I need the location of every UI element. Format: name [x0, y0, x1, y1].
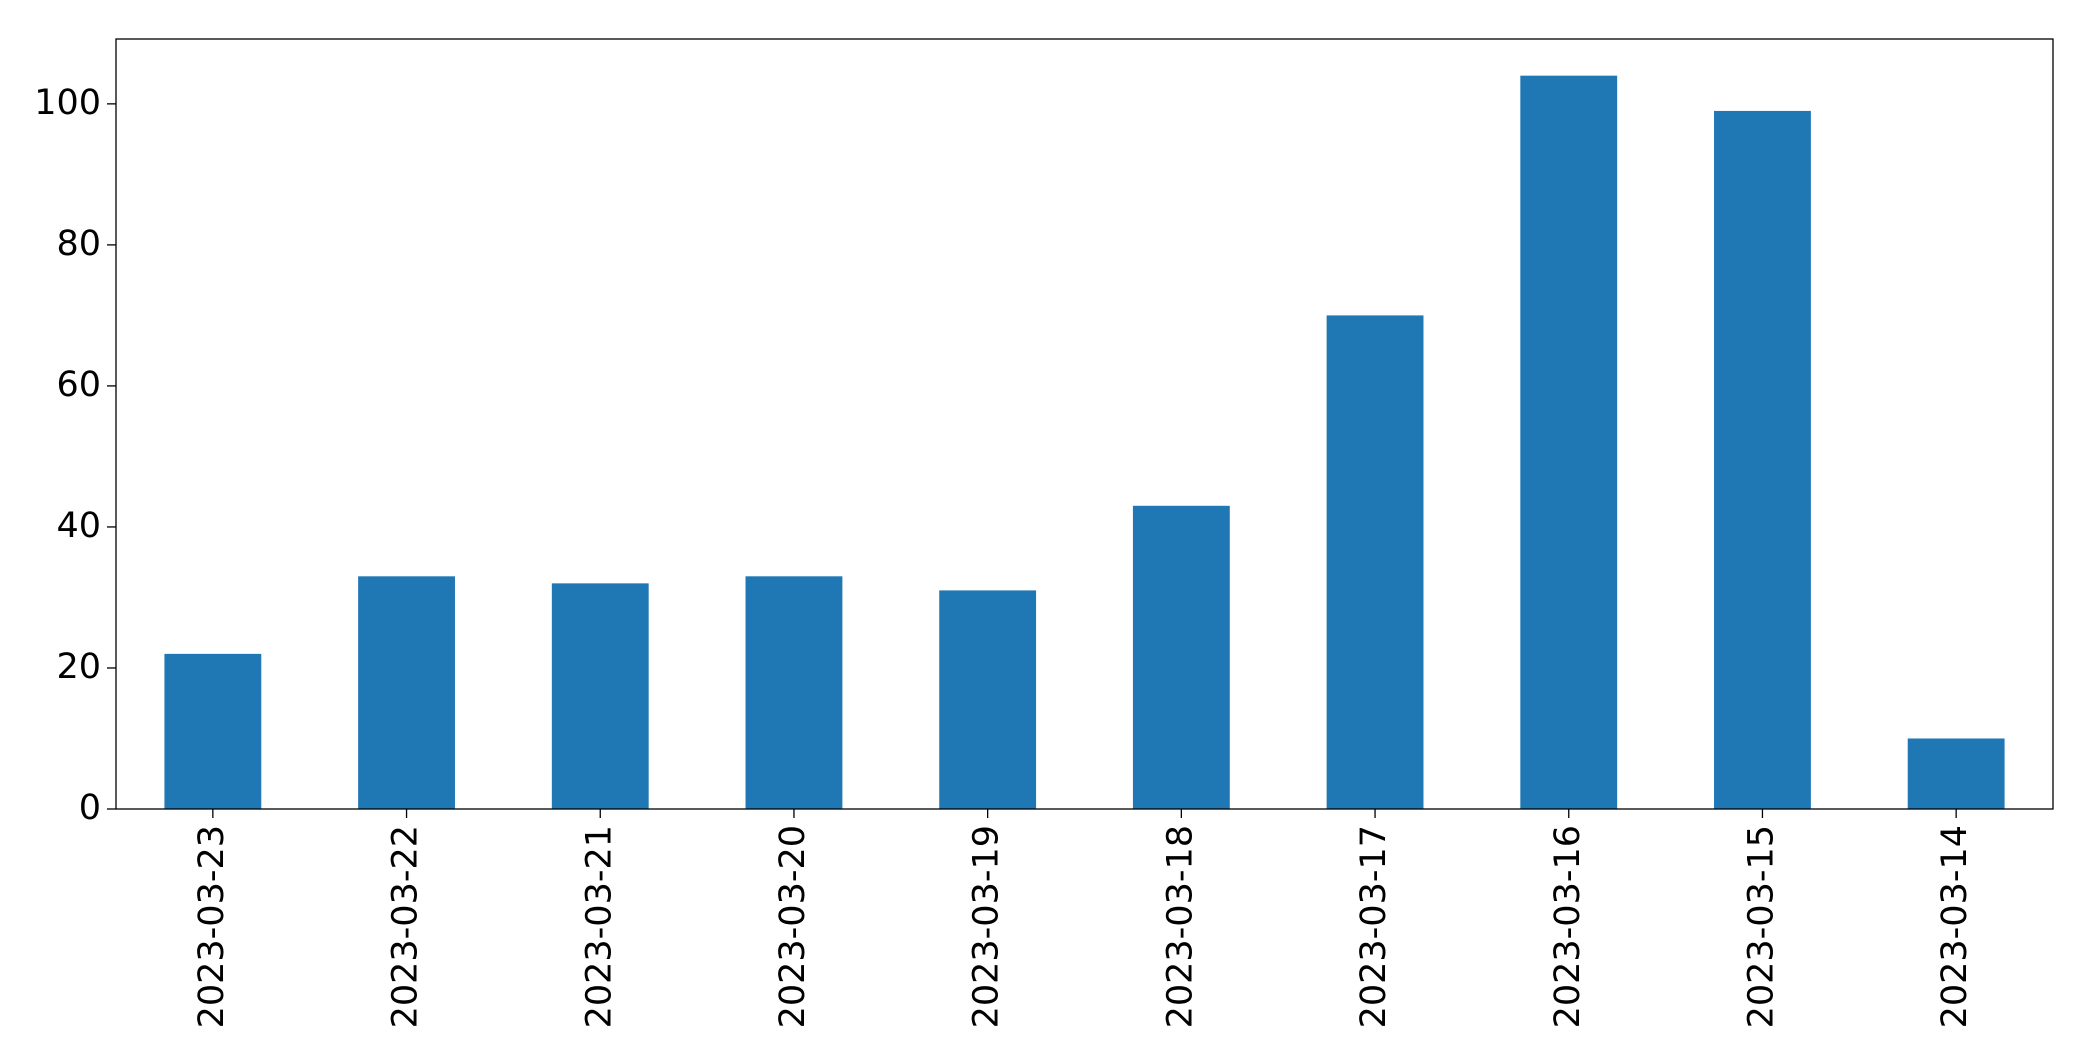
y-tick-label: 20 [56, 647, 101, 687]
x-tick-label: 2023-03-19 [967, 825, 1007, 1028]
bar [164, 653, 262, 809]
bar [939, 590, 1037, 809]
plot-frame [115, 38, 2054, 810]
x-tick-label: 2023-03-18 [1160, 825, 1200, 1028]
x-tick-label: 2023-03-20 [773, 825, 813, 1028]
y-tick-label: 100 [34, 83, 101, 123]
x-tick-label: 2023-03-17 [1354, 825, 1394, 1028]
x-tick-label: 2023-03-15 [1741, 825, 1781, 1028]
y-tick-label: 80 [56, 224, 101, 264]
bar [358, 576, 455, 809]
y-tick-label: 0 [79, 788, 101, 828]
bar [1132, 505, 1230, 809]
bar [745, 576, 843, 809]
bar [551, 583, 649, 809]
x-tick-label: 2023-03-16 [1548, 825, 1588, 1028]
x-tick-label: 2023-03-14 [1935, 825, 1975, 1028]
bar [1714, 110, 1811, 809]
x-tick-label: 2023-03-21 [579, 825, 619, 1028]
x-tick-label: 2023-03-22 [386, 825, 426, 1028]
y-tick-label: 60 [56, 365, 101, 405]
bar [1326, 315, 1424, 809]
bar [1907, 738, 2005, 809]
x-tick-label: 2023-03-23 [192, 825, 232, 1028]
bar [1520, 75, 1618, 809]
y-tick-label: 40 [56, 506, 101, 546]
